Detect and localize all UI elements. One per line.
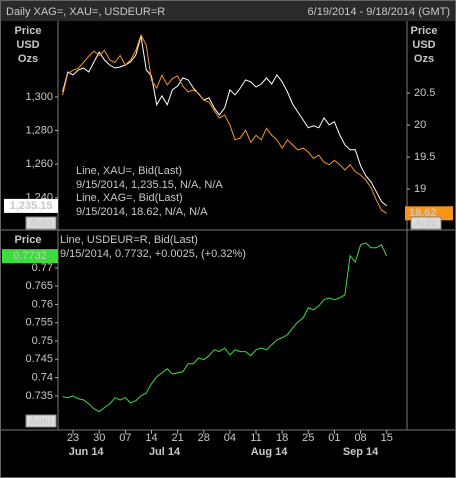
legend-detail: 9/15/2014, 18.62, N/A, N/A [76,206,208,218]
price-line [62,35,388,207]
x-tick-label: 08 [354,432,366,444]
legend-name: Line, USDEUR=R, Bid(Last) [60,234,198,246]
legend-detail: 9/15/2014, 1,235.15, N/A, N/A [76,179,223,191]
y-tick-label: 0.75 [32,335,53,347]
y-tick-label: 0.76 [32,298,53,310]
x-tick-label: 04 [224,432,236,444]
auto-button[interactable] [25,414,57,428]
y-tick-label: 0.735 [25,390,53,402]
y-tick-label: 1,260 [25,158,53,170]
legend-name: Line, XAG=, Bid(Last) [76,192,183,204]
y2-tick-label: 20 [414,119,426,131]
x-tick-label: 30 [93,432,105,444]
auto-button-label[interactable]: Auto [415,217,438,229]
x-tick-label: 23 [67,432,79,444]
month-label: Jun 14 [69,446,105,458]
y-axis-title: Price [15,25,42,37]
x-tick-label: 25 [302,432,314,444]
last-value-label: 18.62 [409,207,437,219]
price-line [62,33,387,214]
y2-axis-title: USD [412,39,435,51]
auto-button[interactable] [410,216,442,230]
last-value-box [4,198,58,213]
last-value-label: 1,235.15 [10,200,53,212]
x-tick-label: 15 [381,432,393,444]
auto-button-label[interactable]: Auto [30,217,53,229]
y2-axis-title: Ozs [414,53,434,65]
y2-tick-label: 20.5 [414,87,435,99]
y2-tick-label: 19 [414,183,426,195]
y-tick-label: 1,300 [25,91,53,103]
y-tick-label: 1,280 [25,124,53,136]
header-bar [1,1,455,21]
x-tick-label: 01 [328,432,340,444]
x-tick-label: 28 [198,432,210,444]
month-label: Aug 14 [251,446,289,458]
last-value-box [2,249,58,264]
chart-title: Daily XAG=, XAU=, USDEUR=R [6,6,165,18]
last-value-label: 0.7732 [13,250,47,262]
y2-axis-title: Price [411,25,438,37]
y-axis-title: USD [16,39,39,51]
y-axis-title: Price [15,234,42,246]
x-tick-label: 14 [145,432,157,444]
month-label: Jul 14 [149,446,181,458]
x-tick-label: 11 [250,432,261,444]
auto-button-label[interactable]: Auto [30,415,53,427]
date-range: 6/19/2014 - 9/18/2014 (GMT) [308,6,450,18]
y2-tick-label: 19.5 [414,151,435,163]
auto-button[interactable] [25,216,57,230]
y-tick-label: 0.745 [25,353,53,365]
y-tick-label: 0.77 [32,262,53,274]
month-label: Sep 14 [343,446,379,458]
legend-detail: 9/15/2014, 0.7732, +0.0025, (+0.32%) [60,248,246,260]
legend-name: Line, XAU=, Bid(Last) [76,165,182,177]
x-tick-label: 18 [276,432,288,444]
price-line [62,242,388,413]
y-tick-label: 0.74 [32,372,53,384]
x-tick-label: 07 [119,432,131,444]
y-tick-label: 0.765 [25,280,53,292]
y-axis-title: Ozs [18,53,38,65]
y-tick-label: 0.755 [25,317,53,329]
x-tick-label: 21 [171,432,183,444]
